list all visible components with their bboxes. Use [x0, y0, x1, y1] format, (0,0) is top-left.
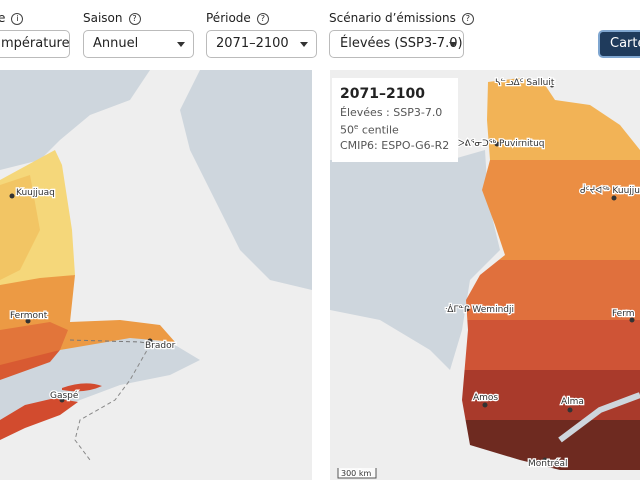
place-dot: [611, 195, 617, 201]
place-dot: [494, 141, 500, 147]
filter-label: Saison?: [83, 11, 141, 25]
info-scenario: Élevées : SSP3-7.0: [340, 106, 443, 119]
select[interactable]: Élevées (SSP3-7.0): [329, 30, 464, 58]
scale-bar: [337, 468, 377, 479]
place-label: Ferm: [612, 309, 635, 319]
left-map[interactable]: Kuujjuaq Fermont Brador Gaspé: [0, 70, 312, 480]
place-label: Brador: [145, 341, 176, 351]
select[interactable]: mpératures: [0, 30, 70, 58]
scale-label: 300 km: [341, 469, 371, 478]
filter-label: Scénario d’émissions?: [329, 11, 474, 25]
heat-zone: [0, 175, 40, 280]
water: [0, 70, 150, 170]
select[interactable]: Annuel: [83, 30, 194, 58]
heat-zone: [62, 383, 102, 392]
place-dot: [59, 397, 65, 403]
border: [69, 339, 161, 346]
heat-zone: [462, 260, 640, 320]
heat-zone: [0, 398, 78, 440]
place-label: Fermont: [10, 311, 48, 321]
filter-label: Période?: [206, 11, 269, 25]
info-percentile: 50e centile: [340, 123, 399, 137]
place-dot: [464, 306, 470, 312]
place-label: ᐧᐄᒥᓐᒋ Wemindji: [445, 304, 514, 315]
place-label: Montréal: [528, 458, 568, 469]
place-label: Kuujjuaq: [16, 188, 55, 198]
place-dot: [9, 193, 15, 199]
heat-zone: [0, 322, 68, 368]
heat-zones: [462, 78, 640, 470]
water: [180, 70, 312, 290]
info-model: CMIP6: ESPO-G6-R2: [340, 138, 450, 152]
place-label: ᓴᓪᓗᐃᑦ Salluit: [495, 78, 555, 88]
place-dot: [549, 82, 555, 88]
place-label: Alma: [561, 397, 584, 407]
heat-zone: [0, 350, 60, 380]
right-map[interactable]: ᓴᓪᓗᐃᑦ Salluit ᐳᕕᕐᓂᑐᖅ Puvirnituq ᑰᑦᔪᐊᖅ Ku…: [330, 70, 640, 480]
place-label: ᑰᑦᔪᐊᖅ Kuujjua: [580, 185, 640, 196]
place-dot: [25, 318, 31, 324]
place-label: ᐳᕕᕐᓂᑐᖅ Puvirnituq: [458, 139, 545, 149]
place-dot: [629, 317, 635, 323]
place-dot: [542, 457, 548, 463]
map-button[interactable]: Carte: [598, 30, 640, 58]
info-box: 2071–2100 Élevées : SSP3-7.0 50e centile…: [332, 78, 458, 162]
info-title: 2071–2100: [340, 86, 425, 102]
heat-zone: [462, 370, 640, 420]
place-dot: [482, 402, 488, 408]
border: [74, 344, 151, 461]
select[interactable]: 2071–2100: [206, 30, 317, 58]
place-label: Gaspé: [50, 390, 79, 401]
heat-zone: [462, 320, 640, 370]
place-label: Amos: [473, 393, 498, 403]
water: [330, 150, 500, 370]
place-dot: [567, 407, 573, 413]
place-dot: [147, 338, 153, 344]
river: [558, 392, 640, 443]
